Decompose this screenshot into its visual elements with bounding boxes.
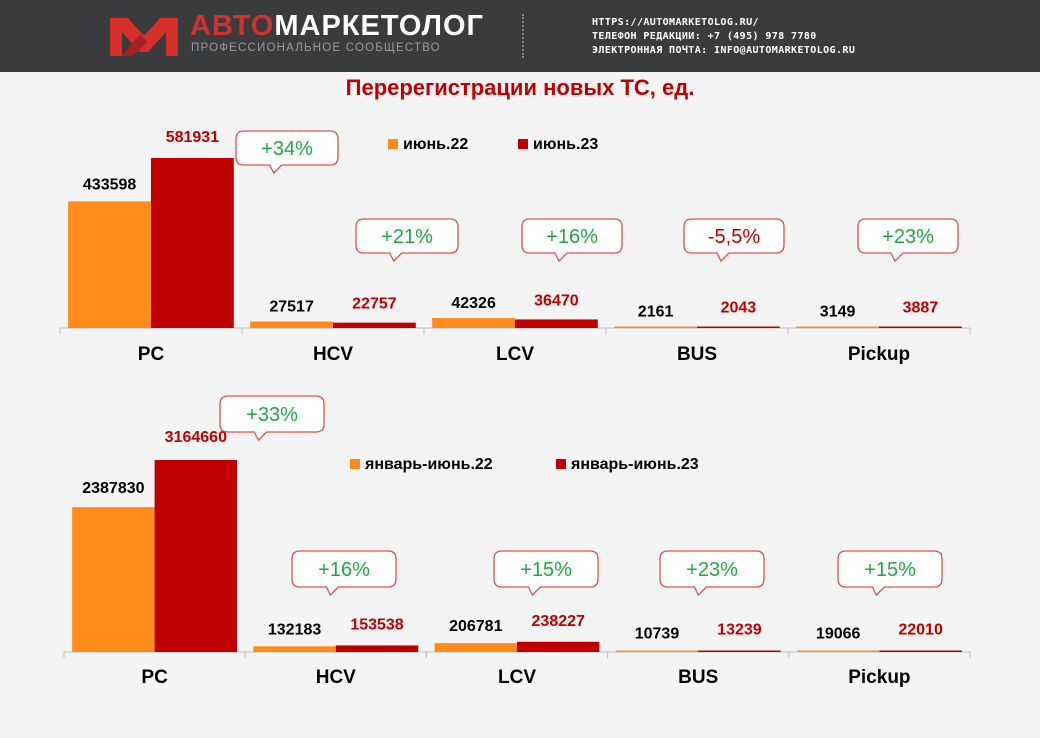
change-callout xyxy=(219,395,325,442)
brand-tagline: ПРОФЕССИОНАЛЬНОЕ СООБЩЕСТВО xyxy=(191,42,441,54)
bar xyxy=(515,319,598,328)
bar xyxy=(796,650,880,652)
x-tick-label: HCV xyxy=(316,667,356,688)
bar xyxy=(614,326,697,328)
legend-swatch xyxy=(350,459,360,469)
x-tick-label: LCV xyxy=(496,344,534,365)
bar xyxy=(698,650,781,652)
change-callout xyxy=(291,550,397,597)
change-callout xyxy=(493,550,599,597)
automarketolog-logo-icon xyxy=(110,18,178,56)
change-callout xyxy=(521,218,623,263)
change-callout xyxy=(659,550,765,597)
change-label: +21% xyxy=(381,226,433,248)
bar xyxy=(68,201,151,328)
change-label: +15% xyxy=(864,559,916,581)
change-label: +16% xyxy=(546,226,598,248)
page-title: Перерегистрации новых ТС, ед. xyxy=(345,75,695,100)
change-label: +15% xyxy=(520,559,572,581)
bar xyxy=(335,645,419,652)
data-label: 3887 xyxy=(903,300,939,317)
data-label: 19066 xyxy=(816,626,861,643)
legend-label: январь-июнь.22 xyxy=(364,456,493,473)
contacts-block: HTTPS://AUTOMARKETOLOG.RU/ ТЕЛЕФОН РЕДАК… xyxy=(592,16,855,58)
data-label: 238227 xyxy=(532,613,585,630)
x-tick-label: PC xyxy=(141,667,168,688)
legend-swatch xyxy=(518,139,528,149)
data-label: 42326 xyxy=(451,295,496,312)
change-label: +23% xyxy=(882,226,934,248)
bar xyxy=(72,507,155,652)
change-callout xyxy=(837,550,943,597)
data-label: 22757 xyxy=(352,296,397,313)
data-label: 36470 xyxy=(534,292,579,309)
email-link[interactable]: ЭЛЕКТРОННАЯ ПОЧТА: INFO@AUTOMARKETOLOG.R… xyxy=(592,45,856,56)
x-tick-label: BUS xyxy=(678,667,718,688)
data-label: 2043 xyxy=(721,300,757,317)
header-divider xyxy=(522,14,524,58)
x-tick-label: LCV xyxy=(498,667,536,688)
legend-swatch xyxy=(556,459,566,469)
data-label: 433598 xyxy=(83,176,136,193)
phone-text: ТЕЛЕФОН РЕДАКЦИИ: +7 (495) 978 7780 xyxy=(592,31,817,42)
bar xyxy=(879,326,962,328)
data-label: 153538 xyxy=(350,616,403,633)
change-label: +34% xyxy=(261,138,313,160)
bar xyxy=(253,646,336,652)
bar xyxy=(154,460,238,652)
change-callout xyxy=(355,218,459,263)
data-label: 2387830 xyxy=(82,480,144,497)
legend-label: июнь.22 xyxy=(403,136,468,153)
brand-part-1: АВТО xyxy=(190,10,275,42)
data-label: 22010 xyxy=(898,622,943,639)
brand-name: АВТОМАРКЕТОЛОГ xyxy=(190,10,484,42)
data-label: 3149 xyxy=(820,304,856,321)
change-label: +23% xyxy=(686,559,738,581)
change-label: +33% xyxy=(246,404,298,426)
legend-label: январь-июнь.23 xyxy=(570,456,699,473)
bar xyxy=(796,326,879,328)
change-label: +16% xyxy=(318,559,370,581)
bar xyxy=(432,318,515,328)
header-bar: АВТОМАРКЕТОЛОГ ПРОФЕССИОНАЛЬНОЕ СООБЩЕСТ… xyxy=(0,0,1040,72)
data-label: 10739 xyxy=(635,626,680,643)
data-label: 132183 xyxy=(268,621,321,638)
x-tick-label: Pickup xyxy=(848,344,910,365)
data-label: 3164660 xyxy=(165,429,227,446)
x-tick-label: BUS xyxy=(677,344,717,365)
bar xyxy=(615,650,699,652)
bar xyxy=(879,650,962,652)
data-label: 206781 xyxy=(449,618,502,635)
bar xyxy=(434,643,517,652)
change-callout xyxy=(857,218,959,263)
x-tick-label: Pickup xyxy=(848,667,910,688)
change-callout xyxy=(683,218,785,263)
bar xyxy=(250,321,333,328)
x-tick-label: PC xyxy=(138,344,165,365)
data-label: 2161 xyxy=(638,304,674,321)
x-tick-label: HCV xyxy=(313,344,353,365)
change-callout xyxy=(235,130,339,175)
legend-label: июнь.23 xyxy=(533,136,598,153)
change-label: -5,5% xyxy=(708,226,760,248)
site-link[interactable]: HTTPS://AUTOMARKETOLOG.RU/ xyxy=(592,17,759,28)
data-label: 581931 xyxy=(166,129,219,146)
data-label: 27517 xyxy=(269,299,314,316)
data-label: 13239 xyxy=(717,622,762,639)
bar xyxy=(151,158,234,328)
bar xyxy=(333,322,416,328)
legend-swatch xyxy=(388,139,398,149)
bar xyxy=(517,641,600,652)
bar xyxy=(697,326,780,328)
brand-part-2: МАРКЕТОЛОГ xyxy=(274,10,485,42)
